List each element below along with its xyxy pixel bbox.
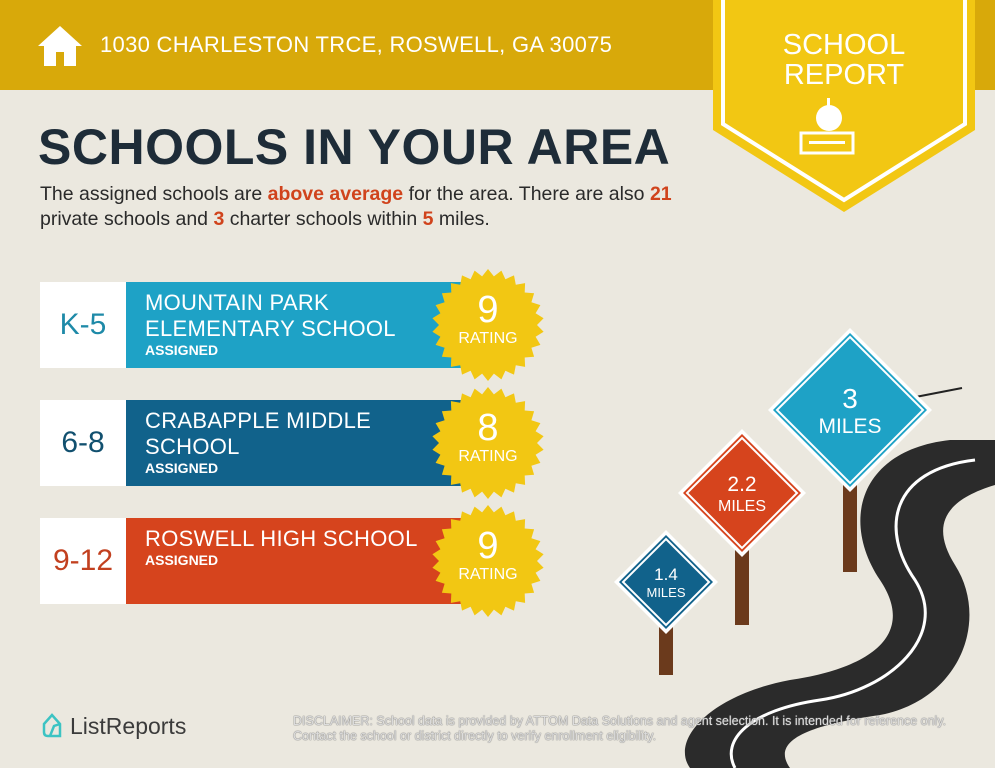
grade-range: 9-12 [40,518,126,604]
rating: 9 RATING [432,526,544,584]
sign-value: 3 [842,383,858,414]
intro-part: private schools and [40,208,214,230]
rating-value: 8 [477,407,499,449]
sign-value: 1.4 [654,565,678,584]
school-report-badge [713,0,975,212]
disclaimer-text: : School data is provided by ATTOM Data … [293,714,947,743]
school-bar: CRABAPPLE MIDDLE SCHOOL ASSIGNED [126,400,466,486]
badge-line2: REPORT [783,59,905,91]
charter-count: 3 [213,208,225,230]
sign-value: 2.2 [727,473,756,496]
listreports-logo: ListReports [40,712,186,740]
grade-range: K-5 [40,282,126,368]
intro-text: The assigned schools are above average f… [40,182,720,232]
listreports-logo-icon [42,713,62,738]
grade-range: 6-8 [40,400,126,486]
property-address: 1030 CHARLESTON TRCE, ROSWELL, GA 30075 [100,32,613,57]
rating-starburst-icon [432,505,544,617]
road [684,440,995,768]
rating-value: 9 [477,289,499,331]
sign-unit: MILES [718,498,766,515]
rating-label: RATING [458,566,518,583]
intro-highlight: above average [267,183,404,205]
school-name-line1: MOUNTAIN PARK [145,290,329,315]
badge-text: SCHOOL REPORT [713,30,975,90]
school-row[interactable]: 6-8 CRABAPPLE MIDDLE SCHOOL ASSIGNED [40,400,466,486]
distance-sign: 1.4 MILES [614,530,718,675]
sign-unit: MILES [818,415,881,438]
rating-starburst-icon [432,269,544,381]
assignment-status: ASSIGNED [145,342,219,358]
rating: 9 RATING [432,290,544,348]
assignment-status: ASSIGNED [145,552,219,568]
school-name-line2: SCHOOL [145,434,240,459]
school-name-line1: CRABAPPLE MIDDLE [145,408,372,433]
private-count: 21 [649,183,672,205]
school-name-line1: ROSWELL HIGH SCHOOL [145,526,418,551]
disclaimer-label: DISCLAIMER [293,714,370,728]
rating-label: RATING [458,448,518,465]
intro-part: The assigned schools are [40,183,268,205]
rating: 8 RATING [432,408,544,466]
assignment-status: ASSIGNED [145,460,219,476]
page-title: SCHOOLS IN YOUR AREA [38,119,671,175]
badge-line1: SCHOOL [782,29,906,61]
school-bar: ROSWELL HIGH SCHOOL ASSIGNED [126,518,466,604]
home-icon [38,26,82,66]
school-bar: MOUNTAIN PARK ELEMENTARY SCHOOL ASSIGNED [126,282,466,368]
intro-part: charter schools within [224,208,423,230]
road-illustration: 1.4 MILES 2.2 MILES 3 MILES [614,328,995,768]
distance-sign: 3 MILES [768,328,932,572]
miles-count: 5 [422,208,434,230]
school-row[interactable]: K-5 MOUNTAIN PARK ELEMENTARY SCHOOL ASSI… [40,282,466,368]
distance-sign: 2.2 MILES [678,429,806,625]
logo-text: ListReports [70,712,187,739]
intro-part: miles. [433,208,490,230]
school-name-line2: ELEMENTARY SCHOOL [145,316,396,341]
school-row[interactable]: 9-12 ROSWELL HIGH SCHOOL ASSIGNED [40,518,466,604]
rating-starburst-icon [432,387,544,499]
sign-unit: MILES [646,585,685,600]
intro-part: for the area. There are also [403,183,650,205]
rating-value: 9 [477,525,499,567]
road-line [729,458,976,768]
apple-book-icon [799,98,855,155]
disclaimer: DISCLAIMER: School data is provided by A… [293,714,953,744]
rating-label: RATING [458,330,518,347]
